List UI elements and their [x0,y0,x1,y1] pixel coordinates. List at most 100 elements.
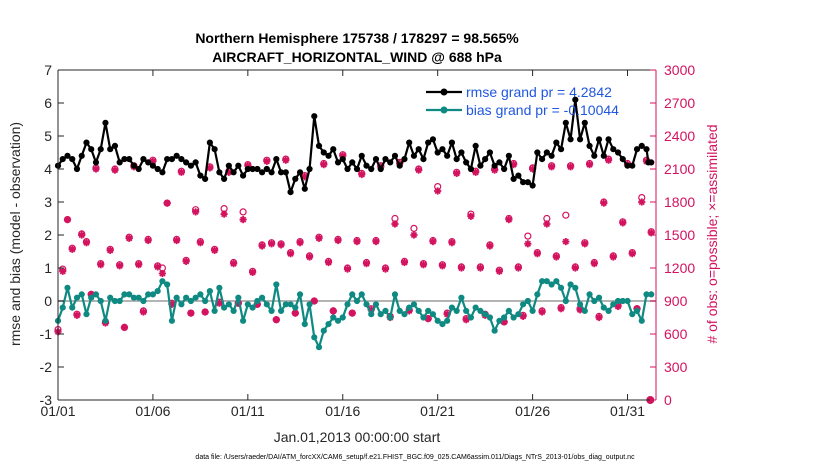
obs-assimilated-marker [562,238,570,246]
obs-assimilated-marker [220,210,228,218]
rmse-point [453,156,460,163]
obs-assimilated-marker [590,260,598,268]
rmse-point [524,179,531,186]
bias-point [591,297,598,305]
rmse-point [562,119,569,126]
bias-point [510,314,517,321]
x-tick-label: 01/26 [515,403,550,419]
legend-label: bias grand pr = -0.10044 [466,102,619,118]
obs-assimilated-marker [135,261,143,269]
asterisk-stroke [491,166,498,174]
asterisk-stroke [614,303,622,310]
asterisk-stroke [83,239,90,246]
bias-point [562,297,569,305]
bias-point [548,281,555,288]
asterisk-stroke [154,263,161,271]
obs-assimilated-marker [486,242,494,250]
bias-point [78,291,85,298]
asterisk-stroke [296,239,304,246]
asterisk-stroke [500,318,508,326]
rmse-point [363,162,370,169]
obs-assimilated-marker [201,308,209,316]
asterisk-stroke [59,268,66,275]
asterisk-stroke [538,308,546,316]
bias-point [73,294,81,301]
asterisk-stroke [401,259,408,266]
y-tick-label: 0 [44,293,52,309]
asterisk-stroke [239,216,247,223]
rmse-point [282,169,289,176]
bias-point [534,291,541,298]
obs-assimilated-marker [638,198,646,206]
obs-assimilated-marker [215,299,223,307]
rmse-point [130,162,138,169]
asterisk-stroke [197,239,204,246]
asterisk-stroke [439,262,446,269]
y2-tick-label: 1800 [664,194,695,210]
plot-background [58,70,656,400]
rmse-point [534,149,541,156]
x-tick-label: 01/16 [325,403,360,419]
rmse-point [638,142,645,149]
bias-point [448,304,456,311]
obs-possible-marker [524,232,532,240]
asterisk-stroke [282,157,289,164]
bias-point [453,307,460,314]
rmse-point [254,165,261,173]
asterisk-stroke [363,260,370,267]
asterisk-stroke [477,264,484,272]
bias-point [482,311,489,318]
bias-point [600,304,607,311]
bias-point [401,311,408,318]
obs-assimilated-marker [353,238,361,246]
bias-point [330,314,337,321]
rmse-point [268,169,275,176]
rmse-point [339,156,346,163]
obs-assimilated-marker [68,245,76,253]
rmse-point [486,149,493,156]
asterisk-stroke [429,238,437,245]
bias-point [344,301,351,308]
obs-assimilated-marker [291,309,299,317]
asterisk-stroke [325,259,332,266]
rmse-point [187,162,194,169]
asterisk-stroke [216,300,223,307]
rmse-point [287,189,294,196]
chart-title-line2: AIRCRAFT_HORIZONTAL_WIND @ 688 hPa [212,49,502,65]
asterisk-stroke [534,250,541,257]
x-tick-label: 01/01 [40,403,75,419]
obs-assimilated-marker [400,258,409,267]
y2-tick-label: 0 [664,392,672,408]
bias-point [501,314,508,321]
asterisk-stroke [126,235,133,242]
obs-assimilated-marker [144,236,152,245]
bias-point [491,327,498,334]
rmse-point [126,156,133,163]
asterisk-stroke [448,239,456,246]
asterisk-stroke [505,216,513,223]
asterisk-stroke [334,237,342,244]
bias-point [444,317,451,324]
rmse-point [211,146,218,153]
bias-point [648,291,655,298]
bias-point [192,294,199,301]
asterisk-stroke [73,312,81,319]
obs-assimilated-marker [585,161,594,169]
asterisk-stroke [648,229,655,236]
rmse-point [358,152,365,159]
bias-point [69,304,76,311]
rmse-point [410,152,418,159]
rmse-point [538,156,546,163]
rmse-point [429,136,437,143]
asterisk-stroke [553,253,560,261]
rmse-point [197,172,204,179]
asterisk-stroke [258,242,266,250]
obs-assimilated-marker [305,253,314,261]
rmse-point [334,159,342,166]
bias-point [273,281,280,288]
rmse-point [372,156,380,163]
bias-point [254,297,261,305]
rmse-point [159,169,166,176]
bias-point [477,307,484,314]
